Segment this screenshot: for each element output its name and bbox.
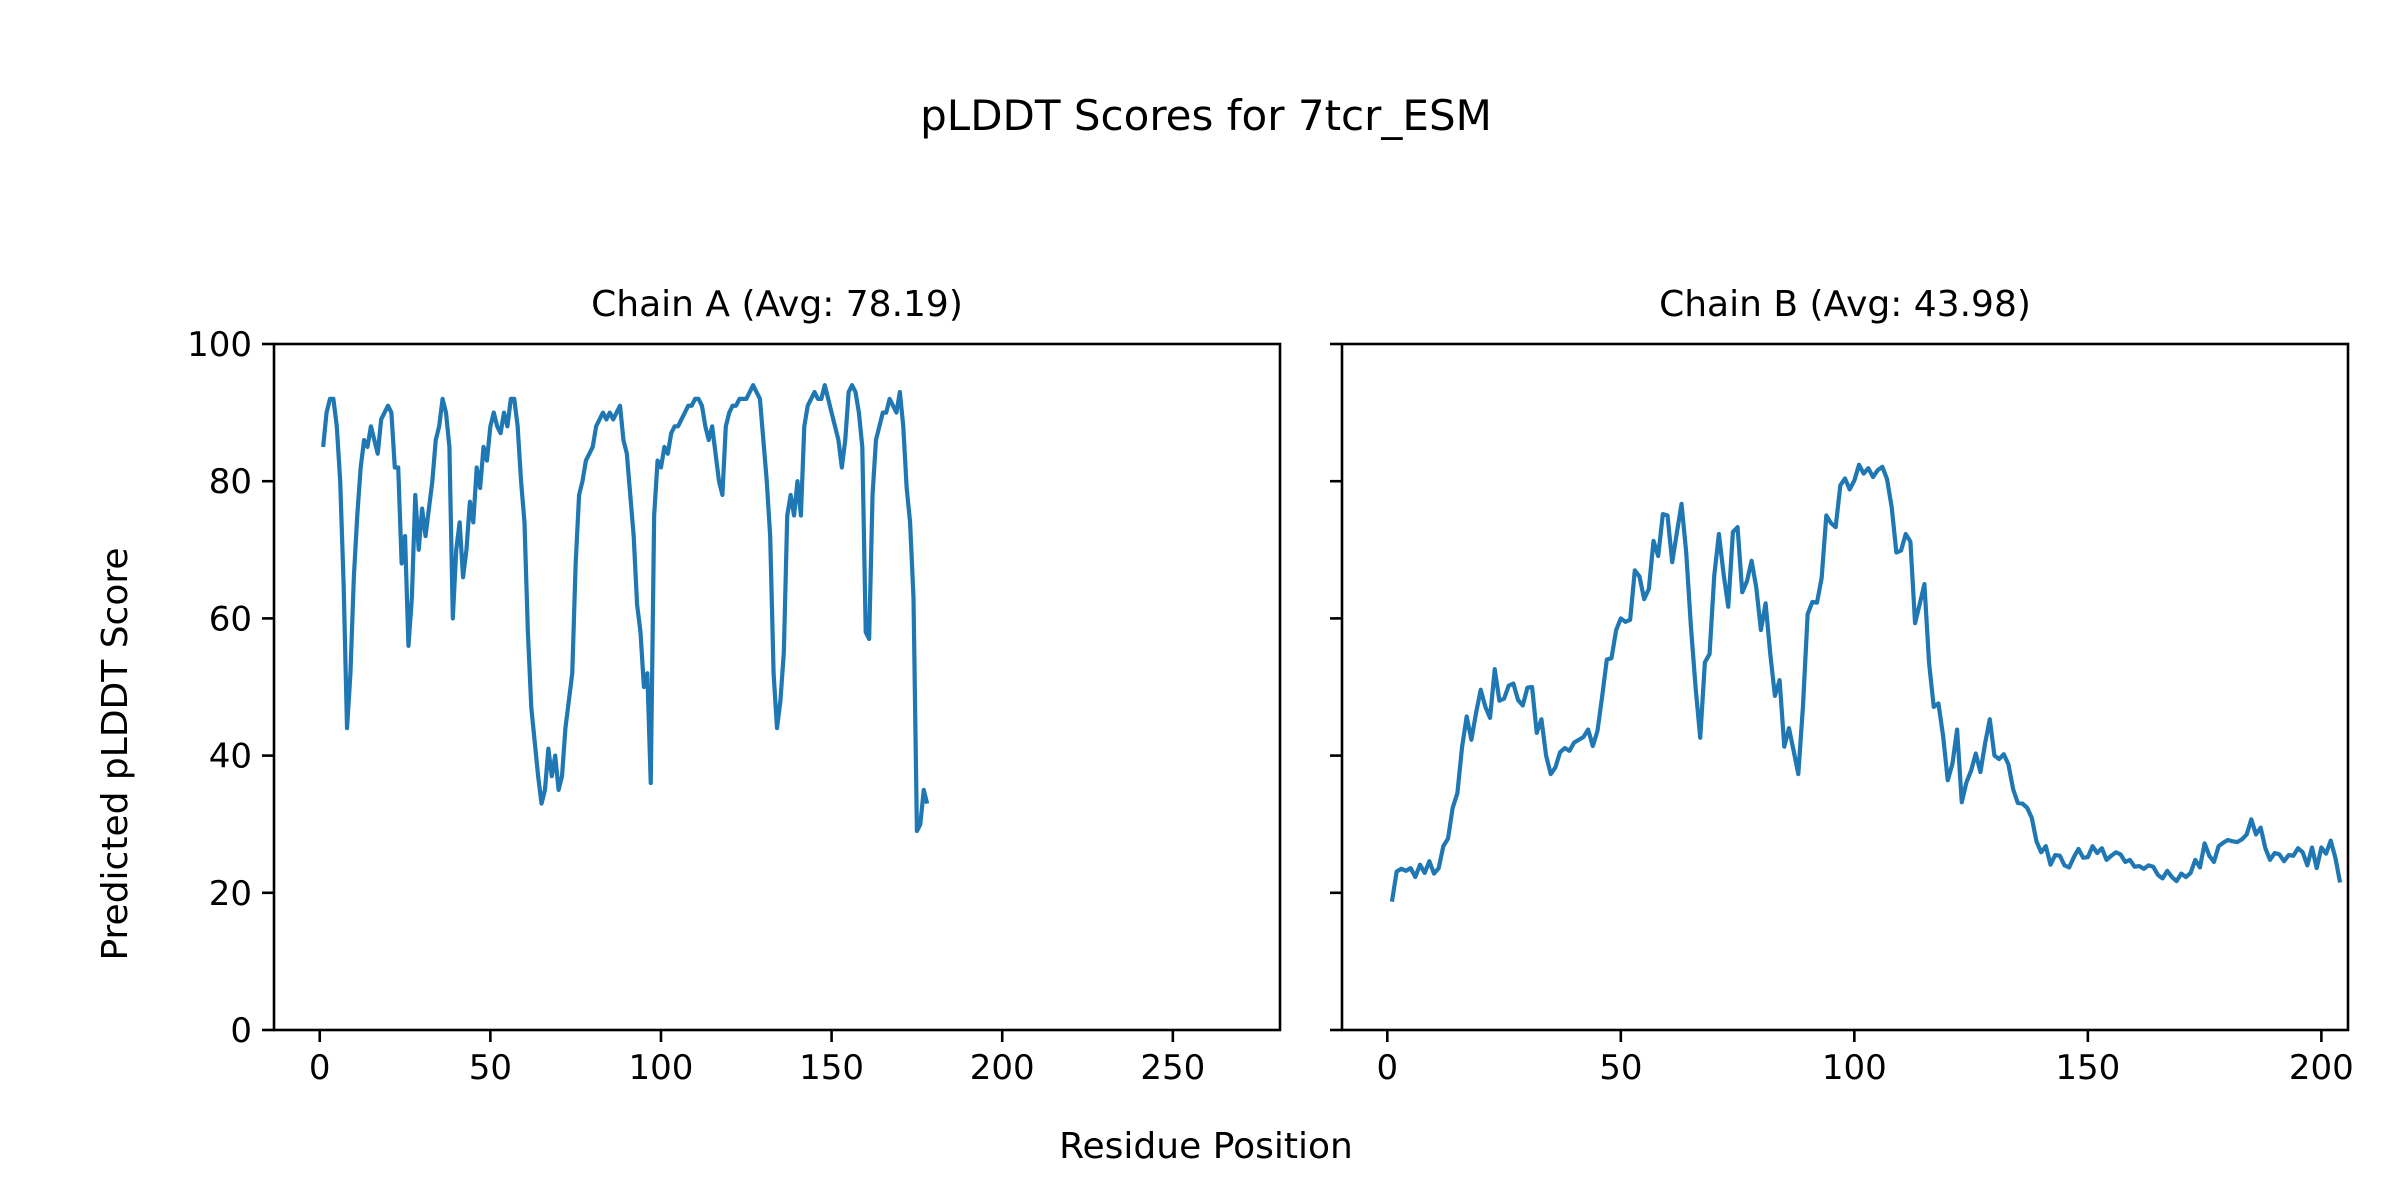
y-tick-label: 60 [209,599,252,639]
x-tick-label: 200 [970,1048,1035,1088]
chart-panels: Chain A (Avg: 78.19) 0 50 100 150 200 250 0 20 40… [187,284,2354,1088]
series-line [1389,462,2343,903]
y-axis-label: Predicted pLDDT Score [95,547,136,960]
x-tick-label: 50 [1599,1048,1642,1088]
y-tick-label: 100 [187,325,252,365]
x-tick-label: 150 [2055,1048,2120,1088]
series-line [321,383,930,834]
y-tick-label: 80 [209,462,252,502]
panel-title: Chain B (Avg: 43.98) [1659,284,2031,325]
chart-panel-1: Chain A (Avg: 78.19) 0 50 100 150 200 250 0 20 40… [187,284,1282,1088]
y-tick-label: 20 [209,874,252,914]
x-tick-label: 200 [2289,1048,2354,1088]
chart-panel-2: Chain B (Avg: 43.98) 0 50 100 150 200 [1330,284,2354,1088]
x-tick-label: 50 [469,1048,512,1088]
x-tick-label: 100 [629,1048,694,1088]
x-tick-label: 100 [1822,1048,1887,1088]
axes-frame [272,342,1282,1032]
x-tick-label: 0 [1376,1048,1398,1088]
x-axis-label: Residue Position [1059,1126,1353,1167]
y-tick-label: 0 [230,1011,252,1051]
x-tick-label: 150 [799,1048,864,1088]
y-tick-label: 40 [209,737,252,777]
x-tick-label: 0 [309,1048,331,1088]
panel-title: Chain A (Avg: 78.19) [591,284,963,325]
axes-frame [1340,342,2350,1032]
figure-title: pLDDT Scores for 7tcr_ESM [920,91,1492,140]
x-tick-label: 250 [1140,1048,1205,1088]
